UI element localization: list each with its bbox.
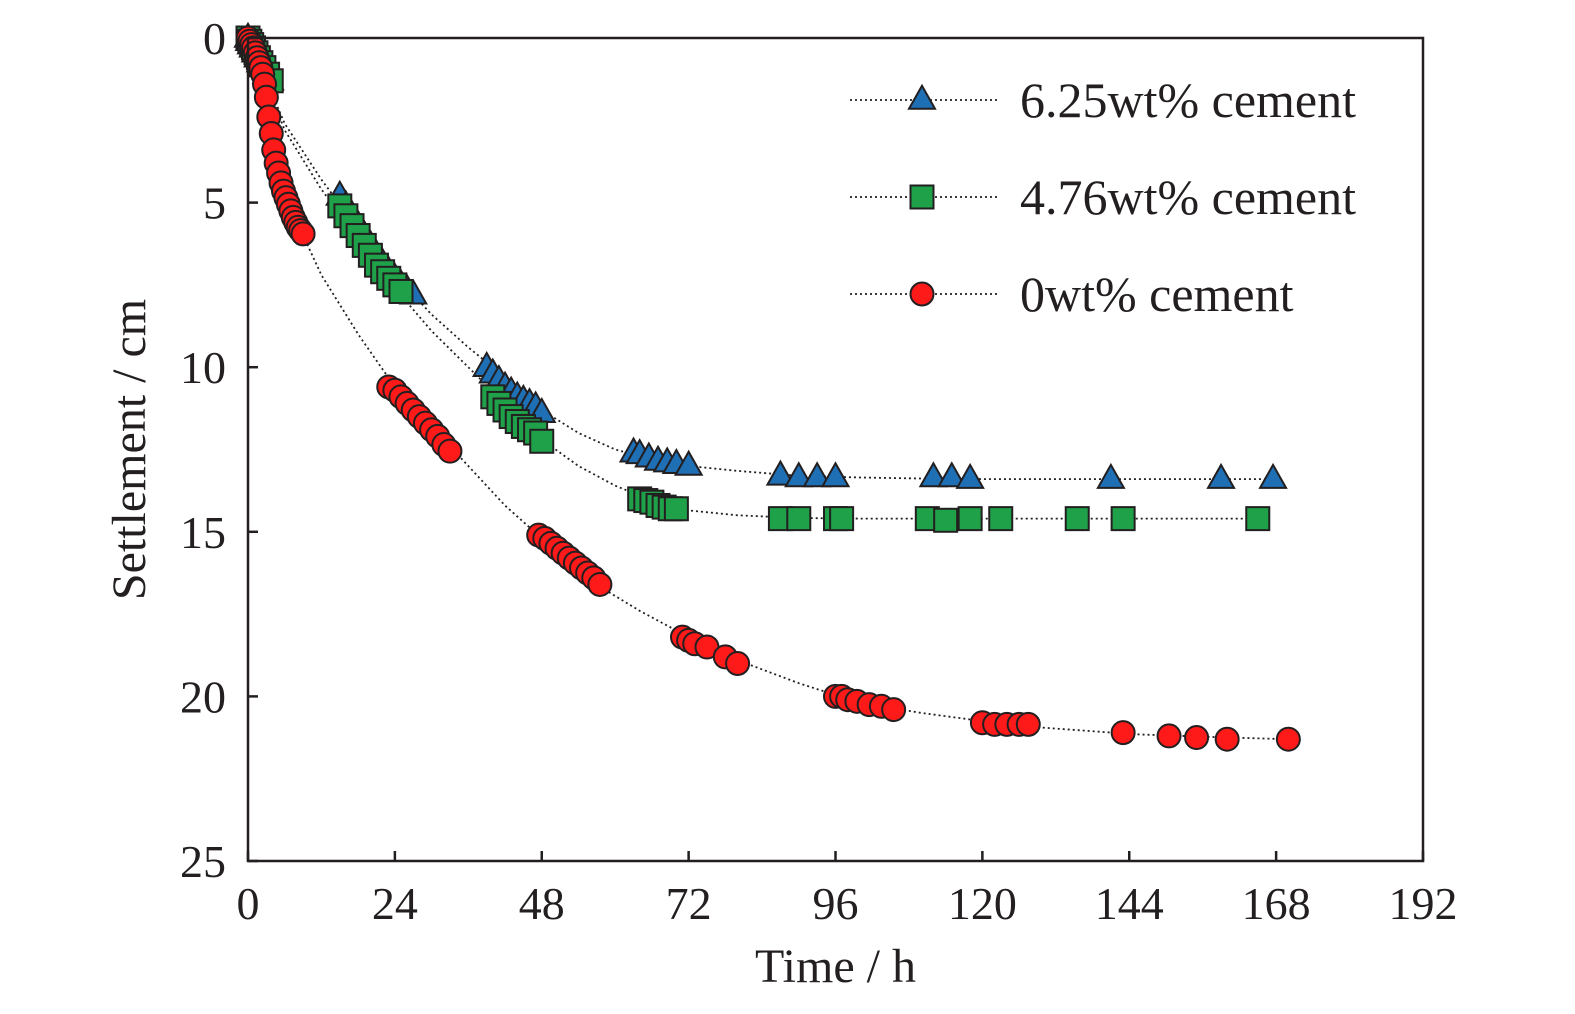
y-tick-label: 10	[180, 342, 226, 393]
legend-marker	[909, 184, 935, 210]
x-tick-label: 168	[1242, 878, 1311, 929]
data-point-triangle	[820, 461, 851, 488]
legend-label: 6.25wt% cement	[1020, 72, 1356, 128]
data-point-circle	[1184, 725, 1210, 751]
y-axis: 0 5 10 15 20 25	[180, 13, 258, 887]
data-points	[233, 21, 1301, 752]
data-point-square	[388, 278, 414, 304]
data-point-circle	[725, 650, 751, 676]
data-point-square	[988, 506, 1014, 532]
x-axis-title: Time / h	[755, 940, 916, 993]
legend-entry-4-76-cement: 4.76wt% cement	[850, 169, 1356, 225]
data-point-square	[786, 506, 812, 532]
data-point-square	[663, 496, 689, 522]
data-point-circle	[1275, 726, 1301, 752]
data-point-circle	[1214, 726, 1240, 752]
data-point-triangle	[1258, 462, 1288, 489]
data-point-circle	[881, 697, 907, 723]
data-point-triangle	[937, 461, 967, 488]
x-tick-label: 96	[813, 878, 859, 929]
data-point-triangle	[1096, 462, 1126, 489]
x-tick-label: 24	[372, 878, 418, 929]
data-point-square	[829, 506, 855, 532]
data-point-circle	[437, 438, 463, 464]
data-point-circle	[1156, 723, 1182, 749]
data-point-square	[1245, 506, 1271, 532]
y-tick-label: 20	[180, 671, 226, 722]
data-point-square	[1064, 506, 1090, 532]
legend-marker-circle	[909, 281, 935, 307]
data-point-triangle	[673, 449, 704, 476]
legend-marker	[909, 281, 935, 307]
x-tick-label: 144	[1095, 878, 1164, 929]
data-point-circle	[1110, 720, 1136, 746]
data-point-triangle	[955, 462, 985, 489]
x-tick-label: 0	[237, 878, 260, 929]
legend-marker	[907, 83, 937, 110]
legend-entry-0-cement: 0wt% cement	[850, 266, 1294, 322]
x-tick-label: 48	[519, 878, 565, 929]
legend-label: 0wt% cement	[1020, 266, 1294, 322]
y-tick-label: 0	[203, 13, 226, 64]
data-point-triangle	[765, 459, 796, 486]
y-tick-label: 15	[180, 507, 226, 558]
series-circle	[235, 25, 1301, 752]
data-point-triangle	[918, 461, 949, 488]
y-tick-label: 25	[180, 836, 226, 887]
legend-label: 4.76wt% cement	[1020, 169, 1356, 225]
data-point-circle	[290, 221, 316, 247]
x-tick-label: 120	[948, 878, 1017, 929]
legend-entry-6-25-cement: 6.25wt% cement	[850, 72, 1356, 128]
data-point-triangle	[1206, 462, 1236, 489]
data-point-square	[933, 507, 959, 533]
legend-marker-square	[909, 184, 935, 210]
x-axis: 0 24 48 72 96 120 144 168 192	[237, 851, 1458, 929]
data-point-circle	[587, 571, 613, 597]
data-point-square	[529, 428, 555, 454]
x-tick-label: 192	[1389, 878, 1458, 929]
data-point-square	[1110, 506, 1136, 532]
x-tick-label: 72	[666, 878, 712, 929]
data-point-triangle	[802, 461, 832, 488]
y-axis-title: Settlement / cm	[103, 299, 156, 600]
data-point-triangle	[784, 461, 814, 488]
legend: 6.25wt% cement 4.76wt% cement 0wt% cemen…	[850, 72, 1356, 322]
legend-marker-triangle	[907, 83, 937, 110]
plot-frame	[246, 36, 1425, 863]
y-tick-label: 5	[203, 178, 226, 229]
data-point-circle	[1015, 711, 1041, 737]
data-point-square	[957, 506, 983, 532]
